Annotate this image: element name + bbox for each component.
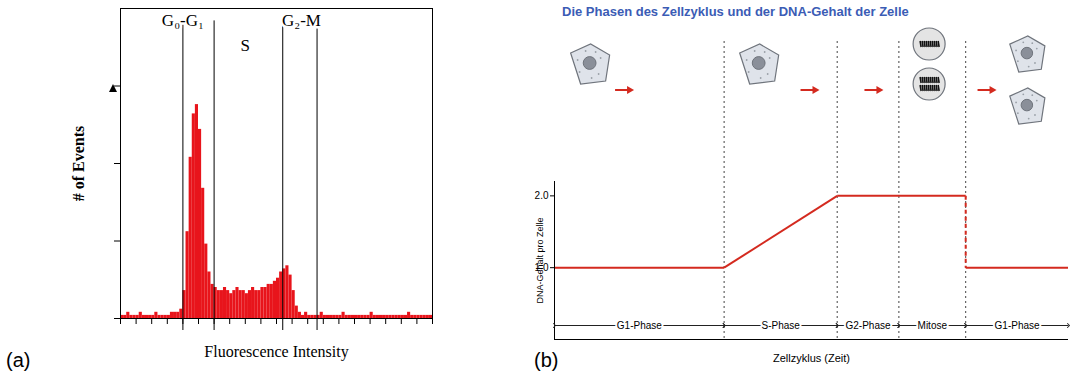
html-text:(a): (a) [6,349,31,371]
svg-text:DNA-Gehalt pro Zelle: DNA-Gehalt pro Zelle [535,217,545,303]
svg-text:Fluorescence Intensity: Fluorescence Intensity [204,343,348,361]
svg-text:2.0: 2.0 [535,190,549,201]
svg-text:Mitose: Mitose [918,320,948,331]
html-text:Die Phasen des Zellzyklus und: Die Phasen des Zellzyklus und der DNA-Ge… [562,4,909,19]
html-text:(b): (b) [534,349,559,371]
svg-text:G1-Phase: G1-Phase [995,320,1040,331]
svg-text:G₀-G₁: G₀-G₁ [162,11,204,30]
svg-text:G₂-M: G₂-M [282,11,321,30]
svg-text:S: S [241,36,250,55]
svg-text:G1-Phase: G1-Phase [617,320,662,331]
svg-text:# of Events: # of Events [70,126,87,202]
svg-text:Zellzyklus (Zeit): Zellzyklus (Zeit) [773,352,850,364]
svg-text:G2-Phase: G2-Phase [846,320,891,331]
svg-text:S-Phase: S-Phase [761,320,800,331]
